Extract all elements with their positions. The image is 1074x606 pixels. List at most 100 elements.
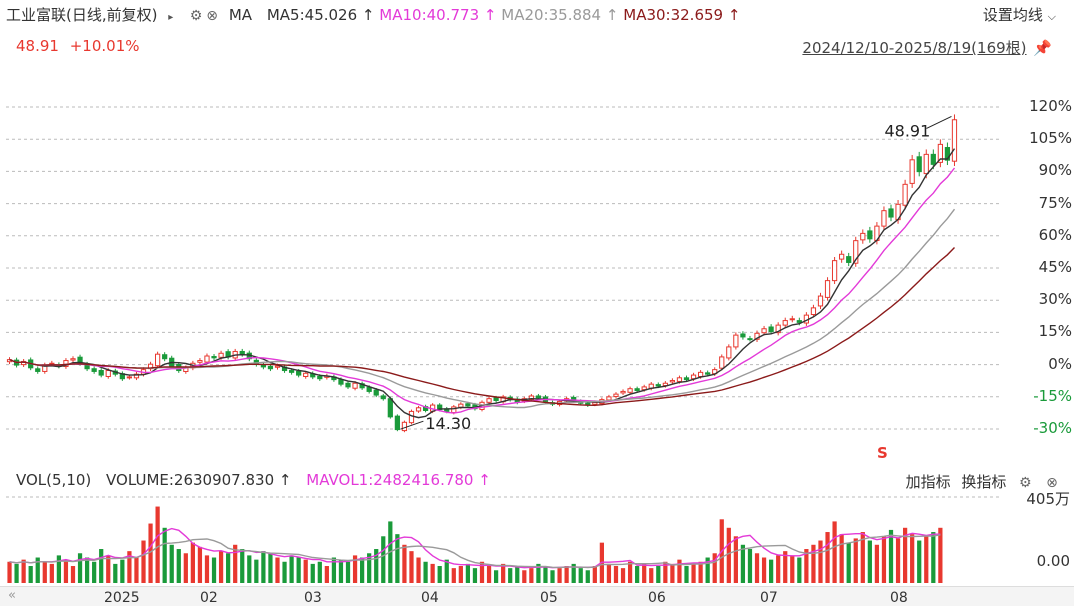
volume-bar bbox=[860, 532, 865, 583]
candle-body bbox=[415, 407, 422, 412]
volume-bar bbox=[374, 549, 379, 583]
candle-body bbox=[867, 230, 873, 240]
volume-bar bbox=[141, 540, 146, 583]
x-tick-label: 07 bbox=[760, 590, 778, 606]
candle-body bbox=[888, 208, 894, 218]
volume-bar bbox=[197, 546, 203, 583]
ma-label: MA bbox=[228, 6, 253, 24]
price-change: +10.01% bbox=[69, 37, 140, 55]
candle-body bbox=[387, 398, 393, 418]
ma-settings-button[interactable]: 设置均线 ⌵ bbox=[983, 4, 1056, 25]
scroll-left-icon[interactable]: « bbox=[8, 588, 16, 603]
volume-bar bbox=[472, 568, 478, 583]
candle-body bbox=[535, 395, 542, 399]
volume-bar bbox=[360, 557, 365, 583]
volume-bar bbox=[938, 527, 943, 583]
candle-body bbox=[486, 398, 492, 403]
candle-body bbox=[345, 382, 351, 388]
volume-bar bbox=[296, 557, 301, 583]
chart-header: 工业富联(日线,前复权) ▸ ⚙ ⊗ MA MA5:45.026 ↑ MA10:4… bbox=[6, 4, 740, 25]
volume-bar bbox=[7, 561, 12, 583]
volume-bar bbox=[825, 532, 830, 583]
volume-bar bbox=[839, 534, 844, 583]
ma30-value: MA30:32.659 bbox=[623, 6, 724, 24]
date-range-text[interactable]: 2024/12/10-2025/8/19(169根) bbox=[802, 39, 1027, 57]
volume-bar bbox=[70, 566, 76, 583]
volume-bar bbox=[261, 551, 266, 583]
volume-bar bbox=[592, 566, 597, 583]
volume-bar bbox=[211, 557, 217, 583]
volume-bar bbox=[99, 549, 104, 583]
volume-bar bbox=[282, 561, 287, 583]
volume-bar bbox=[268, 553, 273, 583]
candle-body bbox=[606, 396, 612, 401]
candle-body bbox=[70, 358, 76, 361]
pin-icon[interactable]: 📌 bbox=[1033, 39, 1052, 57]
volume-header: VOL(5,10) VOLUME:2630907.830 ↑ MAVOL1:24… bbox=[16, 471, 491, 489]
volume-bar bbox=[275, 557, 280, 583]
volume-bar bbox=[303, 559, 308, 583]
candle-body bbox=[726, 346, 732, 359]
candle-body bbox=[204, 355, 210, 363]
candle-body bbox=[747, 338, 753, 341]
change-indicator-button[interactable]: 换指标 bbox=[961, 473, 1007, 491]
volume-bar bbox=[832, 521, 837, 583]
candle-body bbox=[683, 377, 690, 381]
volume-bar bbox=[846, 542, 851, 583]
volume-bar bbox=[486, 566, 492, 583]
x-axis-bar bbox=[0, 586, 1074, 606]
volume-bar bbox=[677, 559, 682, 583]
candle-body bbox=[63, 360, 69, 367]
volume-bar bbox=[663, 561, 668, 583]
volume-bar bbox=[437, 566, 442, 583]
volume-value: VOLUME:2630907.830 bbox=[106, 471, 275, 489]
volume-bar bbox=[49, 563, 54, 583]
volume-bar bbox=[479, 561, 485, 583]
candle-body bbox=[902, 183, 908, 206]
add-indicator-button[interactable]: 加指标 bbox=[905, 473, 951, 491]
price-low-arrow bbox=[400, 420, 424, 430]
candle-body bbox=[909, 159, 915, 184]
y-tick-label: 120% bbox=[1029, 97, 1072, 115]
volume-bar bbox=[705, 557, 710, 583]
volume-bar bbox=[656, 566, 661, 583]
close-icon[interactable]: ⊗ bbox=[1046, 475, 1058, 491]
candle-body bbox=[789, 318, 795, 321]
candle-body bbox=[239, 350, 245, 355]
gear-icon[interactable]: ⚙ bbox=[1018, 475, 1032, 491]
candle-body bbox=[817, 295, 824, 307]
stock-title[interactable]: 工业富联(日线,前复权) bbox=[6, 6, 158, 24]
close-icon[interactable]: ⊗ bbox=[206, 8, 218, 24]
volume-bar bbox=[367, 553, 372, 583]
indicator-controls: 加指标 换指标 ⚙ ⊗ bbox=[906, 471, 1060, 492]
volume-bar bbox=[42, 561, 47, 583]
candle-body bbox=[810, 307, 817, 316]
current-price: 48.91 bbox=[16, 37, 59, 55]
volume-bar bbox=[183, 553, 188, 583]
title-caret-icon[interactable]: ▸ bbox=[168, 12, 174, 23]
gear-icon[interactable]: ⚙ bbox=[189, 8, 203, 24]
volume-bar bbox=[564, 566, 569, 583]
candle-body bbox=[853, 240, 859, 264]
ma30-arrow: ↑ bbox=[727, 6, 741, 24]
volume-bar bbox=[289, 555, 294, 583]
candle-body bbox=[380, 395, 386, 400]
y-tick-label: 60% bbox=[1038, 225, 1072, 244]
volume-bar bbox=[747, 549, 753, 583]
volume-bar bbox=[726, 527, 731, 583]
volume-bar bbox=[233, 544, 238, 583]
volume-bar bbox=[522, 570, 527, 583]
candle-body bbox=[401, 421, 408, 432]
price-chart[interactable]: 48.91 14.30 S bbox=[0, 0, 1074, 470]
candle-body bbox=[211, 356, 217, 359]
volume-bar bbox=[388, 521, 393, 583]
mavol-arrow: ↑ bbox=[478, 471, 491, 489]
candle-body bbox=[705, 372, 711, 375]
candle-body bbox=[133, 373, 140, 379]
volume-bar bbox=[416, 557, 421, 583]
volume-bar bbox=[804, 549, 809, 583]
mavol5-line bbox=[9, 527, 941, 569]
volume-bar bbox=[240, 549, 245, 583]
volume-bar bbox=[881, 536, 887, 583]
x-tick-label: 2025 bbox=[104, 590, 140, 606]
